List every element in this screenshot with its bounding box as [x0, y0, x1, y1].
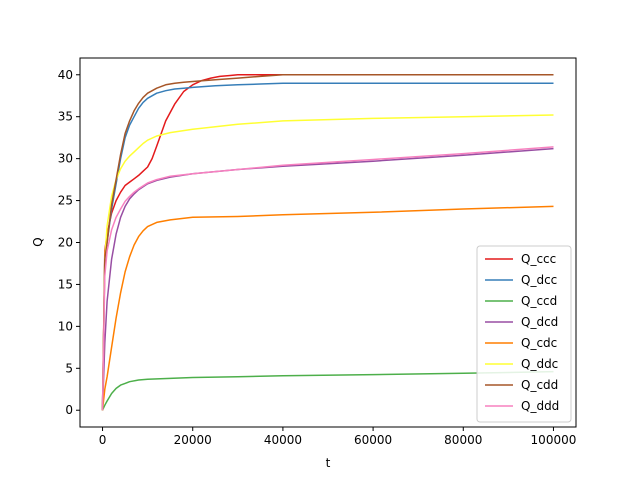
- legend-label: Q_ddc: [521, 357, 558, 371]
- y-tick-label: 35: [58, 110, 73, 124]
- y-tick-label: 25: [58, 194, 73, 208]
- legend-label: Q_ddd: [521, 399, 559, 413]
- y-tick-label: 5: [65, 361, 73, 375]
- legend-label: Q_dcc: [521, 273, 557, 287]
- legend-box: [476, 245, 572, 423]
- legend-label: Q_ccd: [521, 294, 557, 308]
- y-tick-label: 0: [65, 403, 73, 417]
- series-line-q-ddc: [101, 114, 554, 411]
- y-axis: 0 5 10 15 20 25 30 35 40: [58, 68, 80, 417]
- legend-label: Q_ccc: [521, 252, 556, 266]
- legend-label: Q_cdc: [521, 336, 557, 350]
- x-tick-label: 20000: [174, 433, 212, 447]
- x-tick-label: 0: [99, 433, 107, 447]
- x-axis: 0 20000 40000 60000 80000 100000: [99, 427, 577, 447]
- series-line-q-ddd: [101, 146, 554, 411]
- y-axis-label: Q: [31, 237, 45, 246]
- series-line-q-ccd: [101, 370, 554, 411]
- series-line-q-ccc: [101, 74, 554, 411]
- legend-label: Q_cdd: [521, 378, 558, 392]
- x-tick-label: 100000: [531, 433, 577, 447]
- y-tick-label: 10: [58, 319, 73, 333]
- legend: Q_ccc Q_dcc Q_ccd Q_dcd Q_cdc Q_ddc Q_cdd Q_ddd: [476, 245, 572, 423]
- series-line-q-cdd: [101, 74, 554, 411]
- y-tick-label: 40: [58, 68, 73, 82]
- x-axis-label: t: [326, 456, 331, 470]
- y-tick-label: 30: [58, 152, 73, 166]
- y-tick-label: 15: [58, 277, 73, 291]
- legend-label: Q_dcd: [521, 315, 558, 329]
- series-line-q-cdc: [101, 205, 554, 411]
- x-tick-label: 60000: [354, 433, 392, 447]
- x-tick-label: 80000: [444, 433, 482, 447]
- plot-lines: [101, 74, 554, 411]
- x-tick-label: 40000: [264, 433, 302, 447]
- y-tick-label: 20: [58, 236, 73, 250]
